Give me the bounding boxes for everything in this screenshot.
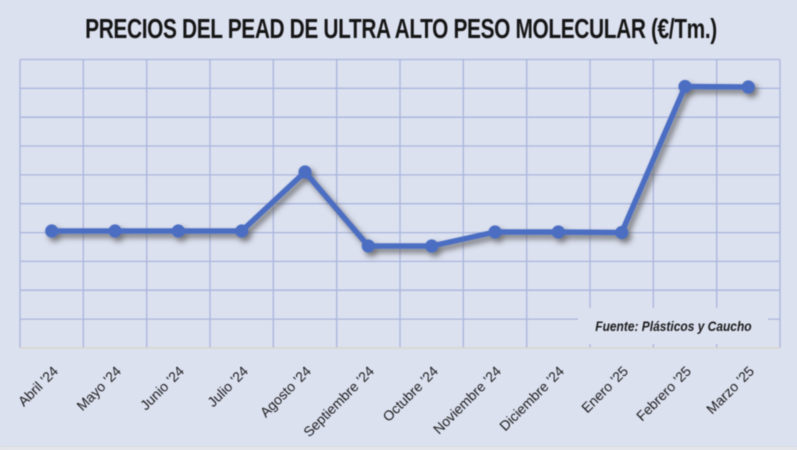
svg-text:Junio '24: Junio '24 [137, 363, 188, 414]
svg-text:Julio '24: Julio '24 [204, 363, 251, 410]
svg-text:Octubre '24: Octubre '24 [379, 363, 441, 425]
svg-text:Febrero '25: Febrero '25 [633, 363, 694, 424]
svg-text:Mayo '24: Mayo '24 [73, 363, 124, 414]
svg-text:Noviembre '24: Noviembre '24 [430, 363, 505, 438]
svg-text:Diciembre '24: Diciembre '24 [496, 363, 567, 434]
svg-text:Marzo '25: Marzo '25 [703, 363, 757, 417]
svg-text:Enero '25: Enero '25 [578, 363, 631, 416]
svg-text:Agosto '24: Agosto '24 [257, 363, 315, 421]
svg-text:Abril '24: Abril '24 [15, 363, 62, 410]
